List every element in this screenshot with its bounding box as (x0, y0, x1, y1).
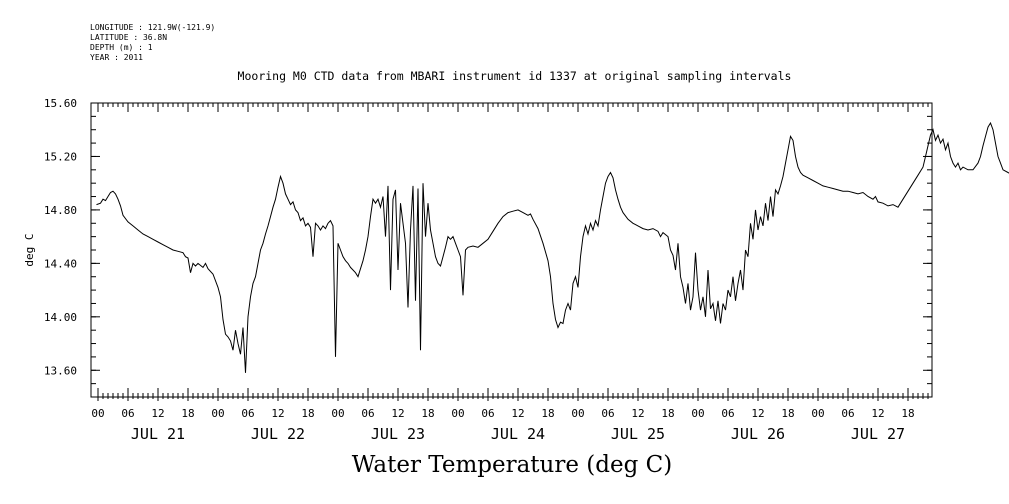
x-hour-label: 12 (511, 407, 524, 420)
x-hour-label: 00 (451, 407, 464, 420)
x-hour-label: 06 (601, 407, 614, 420)
x-day-label: JUL 23 (371, 425, 425, 443)
x-day-label: JUL 27 (851, 425, 905, 443)
plot-title: Mooring M0 CTD data from MBARI instrumen… (237, 69, 792, 83)
x-hour-label: 12 (871, 407, 884, 420)
x-hour-label: 12 (271, 407, 284, 420)
y-tick-label: 15.20 (44, 150, 77, 163)
x-day-label: JUL 26 (731, 425, 785, 443)
x-hour-label: 12 (751, 407, 764, 420)
x-hour-label: 06 (481, 407, 494, 420)
y-axis-label: deg C (23, 233, 36, 266)
plot-frame (90, 102, 933, 398)
x-hour-label: 06 (721, 407, 734, 420)
y-tick-label: 13.60 (44, 364, 77, 377)
y-tick-label: 14.80 (44, 204, 77, 217)
y-tick-label: 15.60 (44, 97, 77, 110)
x-hour-label: 06 (241, 407, 254, 420)
axes-layer: 13.60 14.00 14.40 14.80 15.20 15.60 deg C 00 06 1… (23, 97, 933, 443)
x-day-label: JUL 21 (131, 425, 185, 443)
y-tick-label: 14.40 (44, 257, 77, 270)
x-hour-label: 18 (421, 407, 434, 420)
x-hour-label: 18 (301, 407, 314, 420)
x-hour-label: 00 (691, 407, 704, 420)
x-hour-label: 18 (181, 407, 194, 420)
x-hour-label: 18 (901, 407, 914, 420)
x-hour-label: 00 (571, 407, 584, 420)
x-hour-label: 06 (361, 407, 374, 420)
depth-label: DEPTH (m) : 1 (90, 43, 153, 52)
series-layer (96, 121, 1009, 373)
x-hour-label: 12 (151, 407, 164, 420)
x-hour-label: 06 (121, 407, 134, 420)
x-hour-label: 00 (211, 407, 224, 420)
x-day-label: JUL 24 (491, 425, 545, 443)
x-hour-label: 00 (91, 407, 104, 420)
x-hour-label: 18 (661, 407, 674, 420)
x-day-label: JUL 22 (251, 425, 305, 443)
x-hour-label: 18 (781, 407, 794, 420)
temperature-series-line (96, 121, 1009, 373)
x-hour-label: 12 (391, 407, 404, 420)
x-hour-label: 12 (631, 407, 644, 420)
x-hour-label: 06 (841, 407, 854, 420)
year-label: YEAR : 2011 (90, 53, 143, 62)
y-tick-label: 14.00 (44, 311, 77, 324)
latitude-label: LATITUDE : 36.8N (90, 33, 168, 42)
x-hour-label: 00 (811, 407, 824, 420)
x-day-label: JUL 25 (611, 425, 665, 443)
x-hour-label: 18 (541, 407, 554, 420)
chart-caption: Water Temperature (deg C) (351, 452, 673, 478)
longitude-label: LONGITUDE : 121.9W(-121.9) (90, 23, 216, 32)
x-hour-label: 00 (331, 407, 344, 420)
metadata-block: LONGITUDE : 121.9W(-121.9) LATITUDE : 36… (90, 23, 215, 63)
